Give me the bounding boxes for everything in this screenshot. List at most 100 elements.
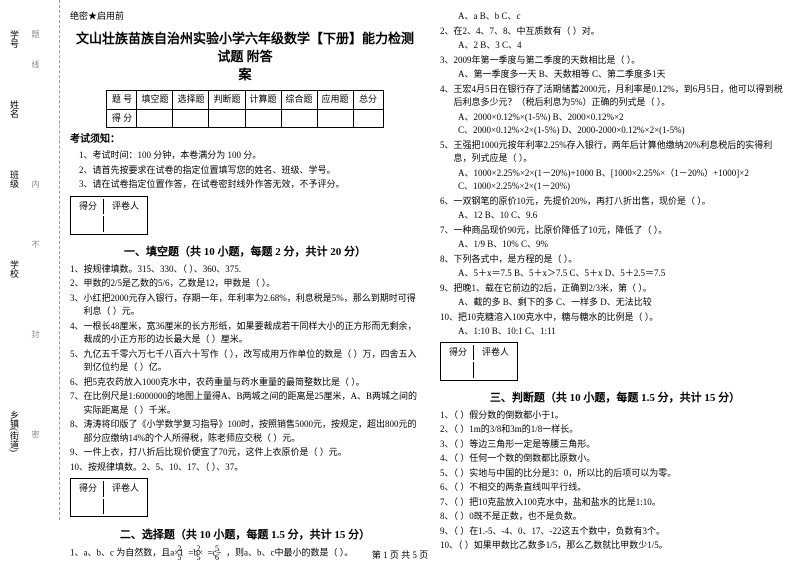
s2-q4-o2: C、2000×0.12%×2×(1-5%) D、2000-2000×0.12%×…: [440, 124, 790, 138]
s2-q7: 7、一种商品现价90元，比原价降低了10元，降低了（ ）。: [440, 224, 790, 238]
sc-h-7: 总分: [353, 91, 383, 110]
s1-q8: 8、涛涛将印版了《小学数学复习指导》100时，按照销售5000元，按规定，超出8…: [70, 418, 420, 445]
bind-l-2: 班级: [8, 170, 21, 188]
s2-q4: 4、王宏4月5日在银行存了活期储蓄2000元，月利率是0.12%，到6月5日，他…: [440, 83, 790, 110]
score-row-header: 题 号 填空题 选择题 判断题 计算题 综合题 应用题 总分: [107, 91, 383, 110]
bind-m-2: 不: [30, 240, 41, 248]
sb1-c2: 评卷人: [106, 199, 145, 215]
secret-mark: 绝密★启用前: [70, 10, 420, 24]
bind-m-0: 线: [30, 60, 41, 68]
s3-q3: 3、（ ）等边三角形一定是等腰三角形。: [440, 438, 790, 452]
section2-title: 二、选择题（共 10 小题，每题 1.5 分，共计 15 分）: [70, 527, 420, 544]
s3-q1: 1、（ ）假分数的倒数都小于1。: [440, 409, 790, 423]
s2-q9: 9、把晚1、载在它前边的2后，正确到2/3米，第（ ）。: [440, 282, 790, 296]
s2-q5-o2: C、1000×2.25%×2×(1－20%): [440, 180, 790, 194]
sc-v-7[interactable]: [353, 109, 383, 128]
s2-q7-opts: A、1/9 B、10% C、9%: [440, 238, 790, 252]
notice-1: 1、考试时间：100 分钟，本卷满分为 100 分。: [70, 149, 420, 163]
s3-q4: 4、（ ）任何一个数的倒数都比原数小。: [440, 452, 790, 466]
sc-v-4[interactable]: [245, 109, 281, 128]
s1-q3: 3、小红把2000元存入银行，存期一年，年利率为2.68%，利息税是5%，那么到…: [70, 292, 420, 319]
sc-h-2: 选择题: [173, 91, 209, 110]
page-footer: 第 1 页 共 5 页: [0, 548, 800, 561]
notice-3: 3、请在试卷指定位置作答，在试卷密封线外作答无效，不予评分。: [70, 178, 420, 192]
sb2-v2[interactable]: [106, 499, 145, 515]
section1-title: 一、填空题（共 10 小题，每题 2 分，共计 20 分）: [70, 244, 420, 261]
s2-q5-o1: A、1000×2.25%×2×(1－20%)+1000 B、[1000×2.25…: [440, 167, 790, 181]
sc-v-5[interactable]: [281, 109, 317, 128]
sb3-c1: 得分: [443, 345, 474, 361]
bind-m-1: 内: [30, 180, 41, 188]
s3-q5: 5、（ ）实地与中国的比分是3：0，所以比的后项可以为零。: [440, 467, 790, 481]
sc-v-3[interactable]: [209, 109, 245, 128]
right-column: A、a B、b C、c 2、在2、4、7、8、中互质数有（ ）对。 A、2 B、…: [440, 10, 790, 563]
s1-q6: 6、把5克农药放入1000克水中，农药重量与药水重量的最简整数比是（ ）。: [70, 376, 420, 390]
score-table: 题 号 填空题 选择题 判断题 计算题 综合题 应用题 总分 得 分: [106, 90, 383, 128]
title-line1: 文山壮族苗族自治州实验小学六年级数学【下册】能力检测试题 附答: [76, 31, 414, 64]
sb3-c2: 评卷人: [476, 345, 515, 361]
s2-q3: 3、2009年第一季度与第二季度的天数相比是（ ）。: [440, 54, 790, 68]
notice-heading: 考试须知：: [70, 132, 420, 147]
s1-q2: 2、甲数的2/5是乙数的5/6，乙数是12，甲数是（ ）。: [70, 277, 420, 291]
sc-v-label: 得 分: [107, 109, 137, 128]
s2-q8-opts: A、5＋x＝7.5 B、5＋x＞7.5 C、5＋x D、5＋2.5＝7.5: [440, 267, 790, 281]
s2-q2-opts: A、2 B、3 C、4: [440, 39, 790, 53]
section3-title: 三、判断题（共 10 小题，每题 1.5 分，共计 15 分）: [440, 390, 790, 407]
sc-h-1: 填空题: [137, 91, 173, 110]
s1-q7: 7、在比例尺是1:6000000的地图上量得A、B两城之间的距离是25厘米，A、…: [70, 390, 420, 417]
s3-q2: 2、（ ）1m的3/8和3m的1/8一样长。: [440, 423, 790, 437]
bind-l-1: 姓名: [8, 100, 21, 118]
sb2-c2: 评卷人: [106, 481, 145, 497]
sb1-v2[interactable]: [106, 216, 145, 232]
bind-l-3: 学校: [8, 260, 21, 278]
binding-margin: 题 学号 姓名 班级 学校 乡镇(街道) 线 内 不 封 密: [0, 0, 60, 520]
s2-q9-opts: A、截的多 B、剩下的多 C、一样多 D、无法比较: [440, 296, 790, 310]
sb2-v1[interactable]: [73, 499, 104, 515]
sc-h-0: 题 号: [107, 91, 137, 110]
section1-scorebox: 得分评卷人: [70, 196, 148, 235]
page-content: 绝密★启用前 文山壮族苗族自治州实验小学六年级数学【下册】能力检测试题 附答 案…: [70, 10, 790, 563]
sb2-c1: 得分: [73, 481, 104, 497]
sb3-v2[interactable]: [476, 362, 515, 378]
s2-q2: 2、在2、4、7、8、中互质数有（ ）对。: [440, 25, 790, 39]
sb1-c1: 得分: [73, 199, 104, 215]
s2-q3-opts: A、第一季度多一天 B、天数相等 C、第二季度多1天: [440, 68, 790, 82]
s2-q10: 10、把10克糖溶入100克水中，糖与糖水的比例是（ ）。: [440, 311, 790, 325]
score-row-value: 得 分: [107, 109, 383, 128]
s2-q10-opts: A、1:10 B、10:1 C、1:11: [440, 325, 790, 339]
bind-l-4: 乡镇(街道): [8, 410, 21, 452]
s2-q8: 8、下列各式中，是方程的是（ ）。: [440, 253, 790, 267]
sc-v-2[interactable]: [173, 109, 209, 128]
s2-q5: 5、王强把1000元按年利率2.25%存入银行，两年后计算他缴纳20%利息税后的…: [440, 139, 790, 166]
s1-q9: 9、一件上衣，打八折后比现价便宜了70元，这件上衣原价是（ ）元。: [70, 446, 420, 460]
s1-q10: 10、按规律填数。2、5、10、17、（ ）、37。: [70, 461, 420, 475]
sc-h-3: 判断题: [209, 91, 245, 110]
title-line2: 案: [238, 67, 251, 82]
s3-q7: 7、（ ）把10克盐放入100克水中，盐和盐水的比是1:10。: [440, 496, 790, 510]
notice-2: 2、请首先按要求在试卷的指定位置填写您的姓名、班级、学号。: [70, 164, 420, 178]
sb1-v1[interactable]: [73, 216, 104, 232]
sc-v-1[interactable]: [137, 109, 173, 128]
sc-v-6[interactable]: [317, 109, 353, 128]
bind-m-3: 封: [30, 330, 41, 338]
sc-h-4: 计算题: [245, 91, 281, 110]
s1-q5: 5、九亿五千零六万七千八百六十写作（ ），改写成用万作单位的数是（ ）万，四舍五…: [70, 348, 420, 375]
section2-scorebox: 得分评卷人: [70, 478, 148, 517]
bind-l-0: 学号: [8, 30, 21, 48]
bind-m-4: 密: [30, 430, 41, 438]
s2-q1-opts: A、a B、b C、c: [440, 10, 790, 24]
s2-q6-opts: A、12 B、10 C、9.6: [440, 209, 790, 223]
exam-title: 文山壮族苗族自治州实验小学六年级数学【下册】能力检测试题 附答 案: [70, 30, 420, 85]
binding-side: 题: [30, 30, 41, 38]
s1-q4: 4、一根长48厘米，宽36厘米的长方形纸，如果要裁成若干同样大小的正方形而无剩余…: [70, 320, 420, 347]
sb3-v1[interactable]: [443, 362, 474, 378]
sc-h-6: 应用题: [317, 91, 353, 110]
sc-h-5: 综合题: [281, 91, 317, 110]
s1-q1: 1、按规律填数。315、330、（ ）、360、375.: [70, 263, 420, 277]
left-column: 绝密★启用前 文山壮族苗族自治州实验小学六年级数学【下册】能力检测试题 附答 案…: [70, 10, 420, 563]
section3-scorebox: 得分评卷人: [440, 342, 518, 381]
s2-q4-o1: A、2000×0.12%×(1-5%) B、2000×0.12%×2: [440, 111, 790, 125]
s3-q6: 6、（ ）不相交的两条直线叫平行线。: [440, 481, 790, 495]
s3-q9: 9、（ ）在1.-5、-4、0、17、-22这五个数中，负数有3个。: [440, 525, 790, 539]
s3-q8: 8、（ ）0既不是正数，也不是负数。: [440, 510, 790, 524]
